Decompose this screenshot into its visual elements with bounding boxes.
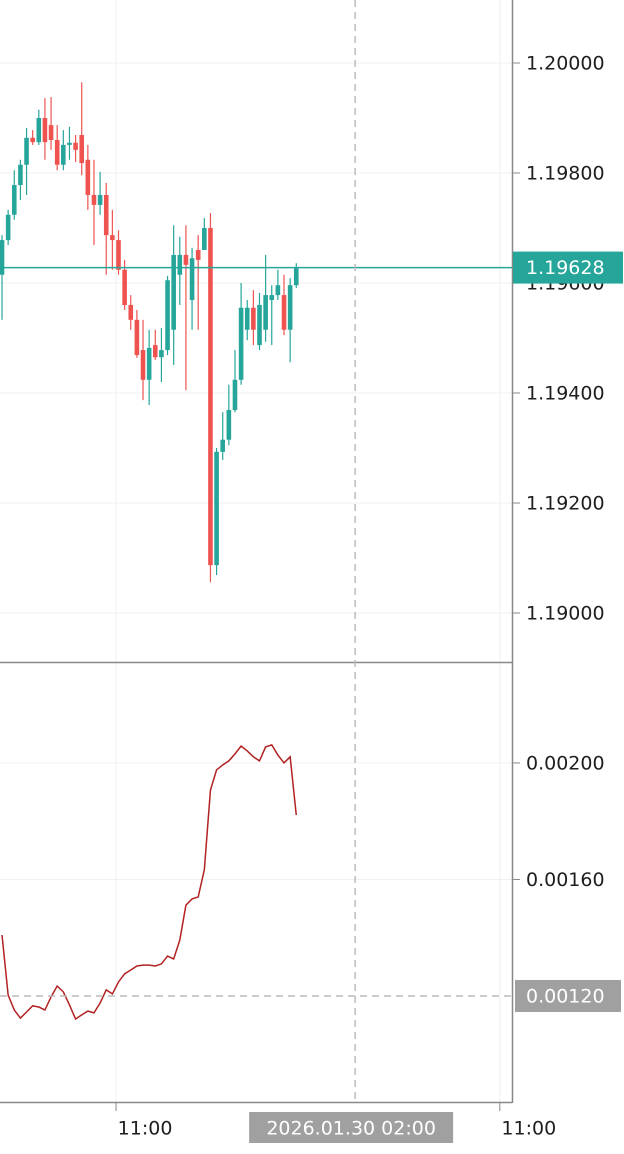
candle-body [91, 194, 97, 205]
y-tick-label: 1.20000 [526, 52, 605, 74]
candle-body [214, 451, 219, 566]
candle-body [293, 267, 299, 286]
y-tick-label: 0.00160 [526, 869, 605, 891]
candle-body [287, 285, 293, 330]
last-price-label: 1.19628 [526, 257, 605, 279]
candle-body [208, 227, 213, 566]
candle-body [202, 227, 207, 250]
y-tick-label: 1.19000 [526, 602, 605, 624]
crosshair-y-box [515, 979, 621, 1012]
candle-body [85, 159, 91, 195]
candle-body [73, 142, 78, 150]
candle-body [54, 139, 60, 165]
candle-body [275, 285, 281, 296]
indicator-line [1, 743, 298, 1021]
candle-body [0, 240, 5, 275]
y-tick-label: 1.19200 [526, 492, 605, 514]
x-tick-label: 11:00 [501, 1118, 556, 1140]
candle-body [165, 280, 170, 351]
y-tick-label: 1.19400 [526, 382, 605, 404]
candle-body [67, 142, 72, 145]
candle-body [134, 319, 140, 356]
crosshair-x-label: 2026.01.30 02:00 [266, 1118, 436, 1140]
candle-body [238, 307, 244, 380]
candle-body [48, 125, 54, 140]
candle-body [251, 307, 256, 330]
candle-body [24, 137, 29, 165]
candle-body [140, 350, 146, 380]
candle-body [244, 307, 250, 330]
candle-body [103, 194, 109, 236]
candle-body [18, 164, 23, 186]
candle-body [11, 185, 17, 215]
y-tick-label: 1.19800 [526, 162, 605, 184]
x-tick-label: 11:00 [118, 1118, 173, 1140]
candle-body [171, 254, 176, 330]
last-price-box [513, 251, 623, 284]
candle-body [263, 295, 268, 330]
candle-body [281, 295, 287, 330]
candle-body [36, 117, 42, 143]
candle-body [232, 379, 238, 411]
candle-body [61, 144, 66, 165]
candle-body [195, 249, 201, 260]
candle-body [128, 304, 134, 320]
candle-body [226, 410, 232, 440]
candle-body [79, 135, 85, 164]
crosshair-x-box [249, 1112, 454, 1143]
candle-body [5, 214, 11, 241]
candle-body [42, 117, 48, 143]
candle-body [220, 439, 226, 452]
candle-body [122, 269, 127, 305]
candle-body [159, 350, 164, 358]
candle-body [146, 347, 152, 380]
candle-body [269, 295, 275, 301]
crosshair-y-label: 0.00120 [526, 985, 605, 1007]
candle-body [183, 254, 189, 265]
candle-body [97, 194, 103, 205]
candle-body [257, 304, 262, 346]
candle-body [177, 254, 183, 275]
candle-body [116, 240, 121, 270]
candle-body [189, 258, 195, 301]
candle-body [152, 345, 158, 358]
y-tick-label: 0.00200 [526, 752, 605, 774]
candle-body [30, 137, 35, 143]
candle-body [110, 235, 115, 241]
